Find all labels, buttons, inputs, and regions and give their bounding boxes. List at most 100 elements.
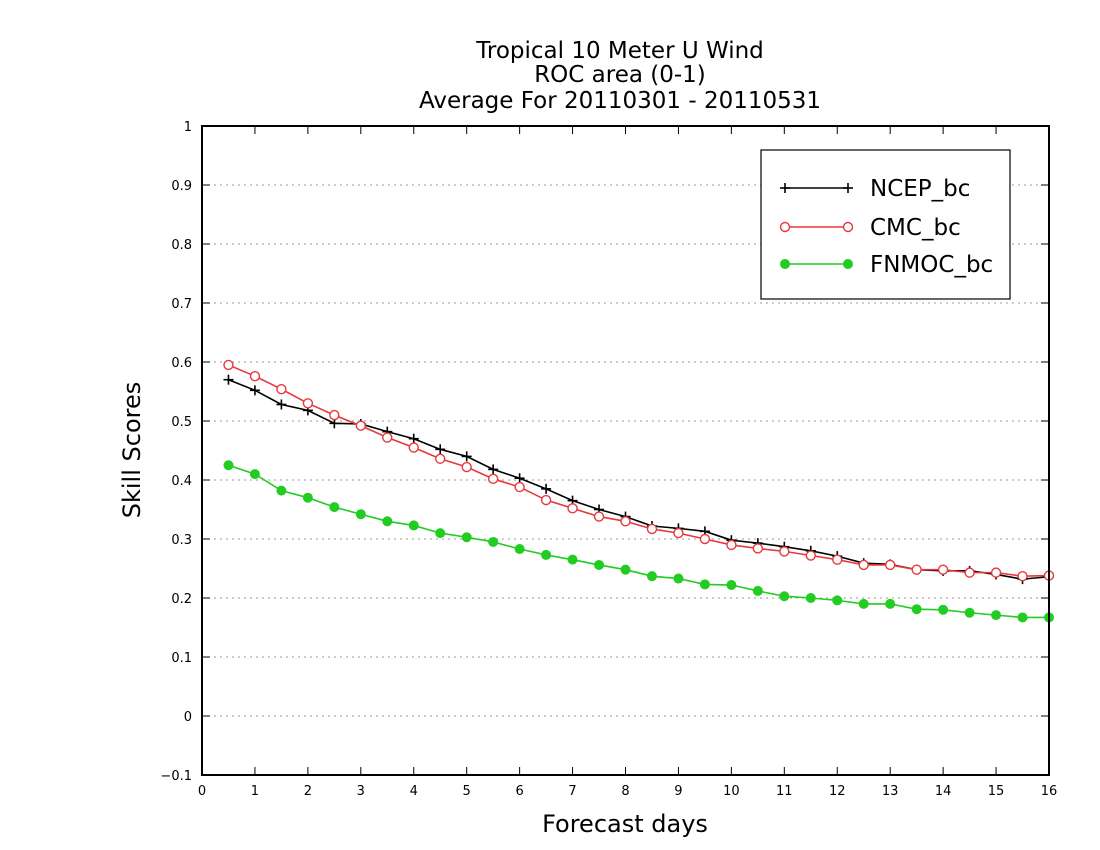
data-point xyxy=(567,503,578,514)
data-point xyxy=(276,399,287,410)
data-point xyxy=(249,385,260,396)
data-point xyxy=(514,473,525,484)
data-point xyxy=(541,549,552,560)
data-point xyxy=(487,473,499,485)
data-point xyxy=(779,546,790,557)
data-point xyxy=(329,409,340,421)
y-tick-label: 0.6 xyxy=(171,356,192,371)
y-tick-label: 0.7 xyxy=(171,297,192,312)
data-point xyxy=(540,494,552,506)
data-point xyxy=(435,444,446,455)
x-tick-label: 1 xyxy=(251,784,259,799)
data-point xyxy=(1017,612,1028,623)
data-point xyxy=(329,502,340,513)
legend-box xyxy=(760,149,1011,300)
y-tick-label: 0.1 xyxy=(171,651,192,666)
data-point xyxy=(990,567,1002,578)
data-point xyxy=(276,485,287,496)
data-point xyxy=(567,554,578,565)
x-tick-label: 15 xyxy=(988,784,1005,799)
series-layer xyxy=(223,359,1055,623)
data-point xyxy=(461,532,472,543)
data-point xyxy=(938,604,949,615)
data-point xyxy=(646,571,657,582)
data-point xyxy=(779,221,791,233)
y-tick-label: 0.5 xyxy=(171,415,192,430)
data-point xyxy=(805,593,816,603)
y-tick-label: 0.3 xyxy=(171,533,192,548)
data-point xyxy=(752,543,764,554)
x-tick-label: 9 xyxy=(674,784,682,799)
data-point xyxy=(832,595,843,606)
data-point xyxy=(382,516,393,527)
data-point xyxy=(842,221,854,233)
data-point xyxy=(780,259,790,269)
data-point xyxy=(699,579,710,590)
legend: NCEP_bc CMC_bc FNMOC_bc xyxy=(760,149,1011,300)
x-tick-label: 10 xyxy=(723,784,740,799)
data-point xyxy=(223,359,234,371)
x-tick-label: 6 xyxy=(515,784,523,799)
data-point xyxy=(937,564,949,575)
data-point xyxy=(620,516,631,527)
legend-entry: FNMOC_bc xyxy=(780,252,993,278)
data-point xyxy=(911,604,922,615)
series-CMC_bc xyxy=(223,359,1055,582)
x-tick-label: 5 xyxy=(463,784,471,799)
y-tick-label: −0.1 xyxy=(160,769,192,784)
data-point xyxy=(541,483,552,494)
series-line xyxy=(228,364,1050,577)
x-tick-label: 8 xyxy=(621,784,629,799)
data-point xyxy=(884,559,896,571)
data-point xyxy=(461,451,472,462)
data-point xyxy=(488,464,499,475)
legend-entry: NCEP_bc xyxy=(780,176,970,202)
data-point xyxy=(780,183,790,193)
data-point xyxy=(249,469,260,480)
data-point xyxy=(435,453,446,464)
data-point xyxy=(594,559,605,570)
data-point xyxy=(593,511,605,522)
x-tick-label: 12 xyxy=(829,784,846,799)
legend-label: NCEP_bc xyxy=(870,176,970,202)
data-point xyxy=(276,383,287,395)
data-point xyxy=(843,259,853,269)
data-point xyxy=(964,607,975,618)
y-tick-label: 0.9 xyxy=(171,179,192,194)
data-point xyxy=(726,580,737,591)
series-NCEP_bc xyxy=(223,374,1054,585)
title-line: ROC area (0-1) xyxy=(534,62,706,88)
series-line xyxy=(228,378,1050,580)
data-point xyxy=(805,550,816,561)
data-point xyxy=(514,481,525,493)
x-tick-label: 4 xyxy=(410,784,418,799)
x-tick-label: 2 xyxy=(304,784,312,799)
data-point xyxy=(832,554,843,565)
data-point xyxy=(646,523,658,535)
data-point xyxy=(858,598,869,609)
x-tick-label: 3 xyxy=(357,784,365,799)
data-point xyxy=(382,432,393,443)
data-point xyxy=(1017,570,1028,582)
data-point xyxy=(991,610,1002,621)
data-point xyxy=(408,433,419,444)
data-point xyxy=(885,598,896,609)
data-point xyxy=(223,374,234,385)
data-point xyxy=(673,527,684,539)
y-axis-title: Skill Scores xyxy=(118,382,146,519)
data-point xyxy=(488,536,499,547)
x-tick-label: 16 xyxy=(1041,784,1058,799)
y-tick-label: 0 xyxy=(184,710,192,725)
data-point xyxy=(964,567,975,578)
data-point xyxy=(408,520,419,531)
x-tick-label: 11 xyxy=(776,784,793,799)
data-point xyxy=(843,183,853,193)
data-point xyxy=(911,564,922,575)
data-point xyxy=(302,492,313,503)
x-tick-label: 13 xyxy=(882,784,899,799)
data-point xyxy=(726,539,737,551)
y-tick-label: 0.4 xyxy=(171,474,192,489)
series-line xyxy=(228,464,1049,619)
